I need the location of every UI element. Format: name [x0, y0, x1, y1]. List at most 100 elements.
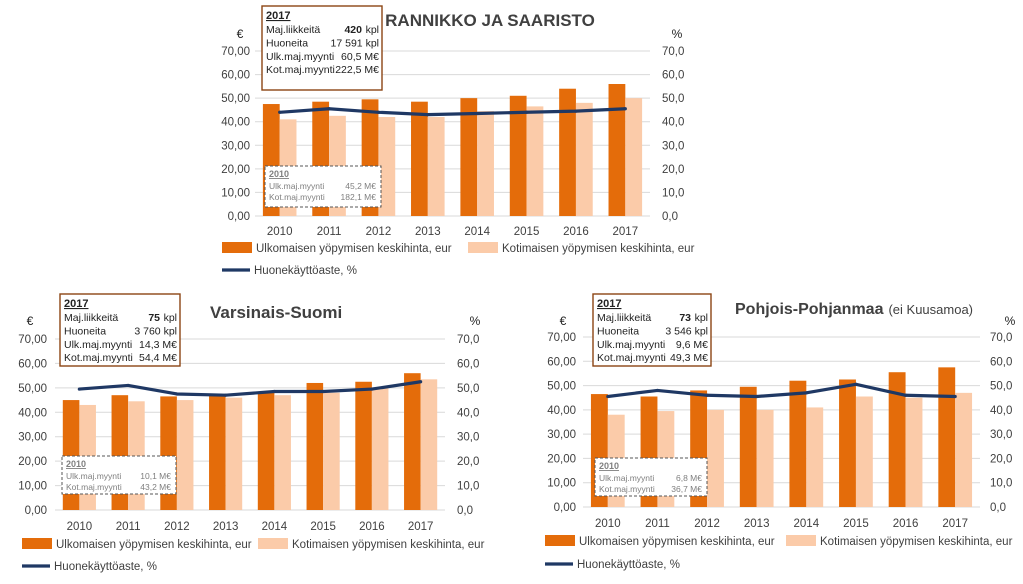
x-tick-label: 2010: [267, 226, 293, 238]
y-tick-label: 50,00: [221, 93, 250, 105]
info-box-value: 43,2 M€: [140, 482, 171, 492]
bar-domestic: [274, 395, 291, 510]
x-tick-label: 2012: [164, 521, 190, 533]
bar-domestic: [707, 409, 724, 507]
x-tick-label: 2011: [317, 226, 342, 238]
chart-title: RANNIKKO JA SAARISTO: [385, 11, 595, 30]
info-box-frame: [594, 457, 708, 497]
y2-tick-label: 10,0: [457, 481, 479, 493]
occupancy-line: [607, 382, 956, 399]
x-tick-label: 2012: [694, 518, 720, 530]
info-box-value: 6,8 M€: [676, 473, 702, 483]
info-box-value: 60,5 M€: [341, 51, 379, 63]
bar-foreign: [209, 393, 226, 510]
y-tick-label: 30,00: [18, 432, 47, 444]
legend-label: Ulkomaisen yöpymisen keskihinta, eur: [256, 243, 452, 255]
bar-foreign: [938, 367, 956, 507]
occupancy-point: [175, 392, 179, 396]
x-tick-label: 2010: [595, 518, 621, 530]
x-tick-label: 2016: [893, 518, 919, 530]
legend-item-foreign: Ulkomaisen yöpymisen keskihinta, eur: [22, 538, 252, 551]
y-tick-label: 40,00: [221, 117, 250, 129]
y-tick-label: 50,00: [547, 381, 576, 393]
occupancy-point: [327, 107, 331, 111]
x-tick-label: 2014: [794, 518, 820, 530]
bar-foreign: [355, 381, 372, 510]
info-box-frame: [261, 5, 383, 91]
x-tick-label: 2015: [310, 521, 336, 533]
occupancy-point: [419, 380, 423, 384]
legend-swatch: [786, 535, 816, 546]
info-box-label: Ulk.maj.myynti: [66, 471, 121, 481]
occupancy-point: [524, 110, 529, 114]
info-box-frame: [61, 455, 177, 495]
bar-domestic: [420, 379, 438, 510]
occupancy-point: [903, 393, 908, 397]
info-box-year: 2017: [64, 298, 88, 310]
bar-domestic: [427, 117, 445, 216]
info-box-label: Maj.liikkeitä: [64, 312, 118, 324]
bar-domestic: [477, 111, 494, 216]
legend-label: Ulkomaisen yöpymisen keskihinta, eur: [579, 536, 775, 548]
y2-tick-label: 20,0: [457, 456, 479, 468]
legend-label: Huonekäyttöaste, %: [54, 561, 157, 573]
bar-foreign: [789, 380, 807, 507]
info-box-label: Kot.maj.myynti: [597, 352, 666, 364]
info-box-value: 45,2 M€: [345, 181, 376, 191]
y-tick-label: 70,00: [221, 46, 250, 58]
info-box-frame: [59, 293, 181, 367]
legend-swatch: [545, 535, 575, 546]
info-box-value: 17 591 kpl: [331, 37, 379, 49]
occupancy-point: [126, 383, 130, 388]
info-box-year: 2017: [266, 10, 290, 22]
y2-tick-label: 60,0: [990, 356, 1012, 368]
info-box-label: Kot.maj.myynti: [269, 192, 325, 202]
legend-item-foreign: Ulkomaisen yöpymisen keskihinta, eur: [545, 535, 775, 548]
y2-tick-label: 20,0: [990, 453, 1012, 465]
occupancy-point: [224, 393, 228, 397]
y2-tick-label: 10,0: [662, 187, 684, 199]
info-box-value: 49,3 M€: [670, 352, 708, 364]
bar-domestic: [806, 407, 824, 507]
chart-title: Pohjois-Pohjanmaa (ei Kuusamoa): [735, 301, 973, 318]
chart-2: 0,00 10,00 20,00 30,00 40,00 50,00 60,00 70,00 0…: [18, 293, 485, 573]
info-box-year: 2010: [599, 461, 619, 471]
y2-tick-label: 50,0: [662, 93, 684, 105]
x-tick-label: 2015: [514, 226, 540, 238]
info-box-value: 3 546 kpl: [665, 325, 708, 337]
info-box-2017: 2017 Maj.liikkeitä 420 kpl Huoneita 17 591 kp…: [261, 5, 383, 91]
info-box-2010: 2010 Ulk.maj.myynti 6,8 M€ Kot.maj.myynti 36…: [594, 457, 708, 497]
occupancy-point: [278, 110, 282, 114]
x-tick-label: 2015: [843, 518, 869, 530]
occupancy-point: [804, 391, 808, 395]
legend-label: Huonekäyttöaste, %: [577, 559, 680, 571]
legend-item-occupancy: Huonekäyttöaste, %: [545, 559, 680, 571]
bar-domestic: [225, 397, 243, 510]
info-box-2010: 2010 Ulk.maj.myynti 45,2 M€ Kot.maj.myynti 1…: [264, 165, 382, 208]
occupancy-line: [279, 107, 626, 117]
legend-label: Kotimaisen yöpymisen keskihinta, eur: [502, 243, 695, 255]
x-tick-label: 2011: [116, 521, 141, 533]
y2-tick-label: 30,0: [662, 140, 684, 152]
occupancy-point: [623, 107, 627, 111]
y-axis-unit: €: [237, 27, 244, 41]
occupancy-point: [655, 388, 660, 393]
y2-tick-label: 40,0: [662, 117, 684, 129]
y2-axis-unit: %: [672, 27, 683, 41]
info-box-label: Ulk.maj.myynti: [64, 339, 132, 351]
info-box-frame: [264, 165, 382, 208]
bar-foreign: [257, 391, 275, 510]
info-box-value: 54,4 M€: [139, 352, 177, 364]
info-box-value: 73: [679, 312, 691, 324]
y2-tick-label: 70,0: [457, 334, 479, 346]
x-tick-label: 2017: [613, 226, 639, 238]
info-box-2010: 2010 Ulk.maj.myynti 10,1 M€ Kot.maj.myynti 4…: [61, 455, 177, 495]
info-box-frame: [592, 293, 712, 367]
y-tick-label: 30,00: [547, 429, 576, 441]
y-tick-label: 40,00: [547, 405, 576, 417]
legend-item-occupancy: Huonekäyttöaste, %: [22, 561, 157, 573]
info-box-year: 2010: [269, 169, 289, 179]
occupancy-line: [79, 380, 421, 397]
bar-domestic: [323, 392, 340, 510]
